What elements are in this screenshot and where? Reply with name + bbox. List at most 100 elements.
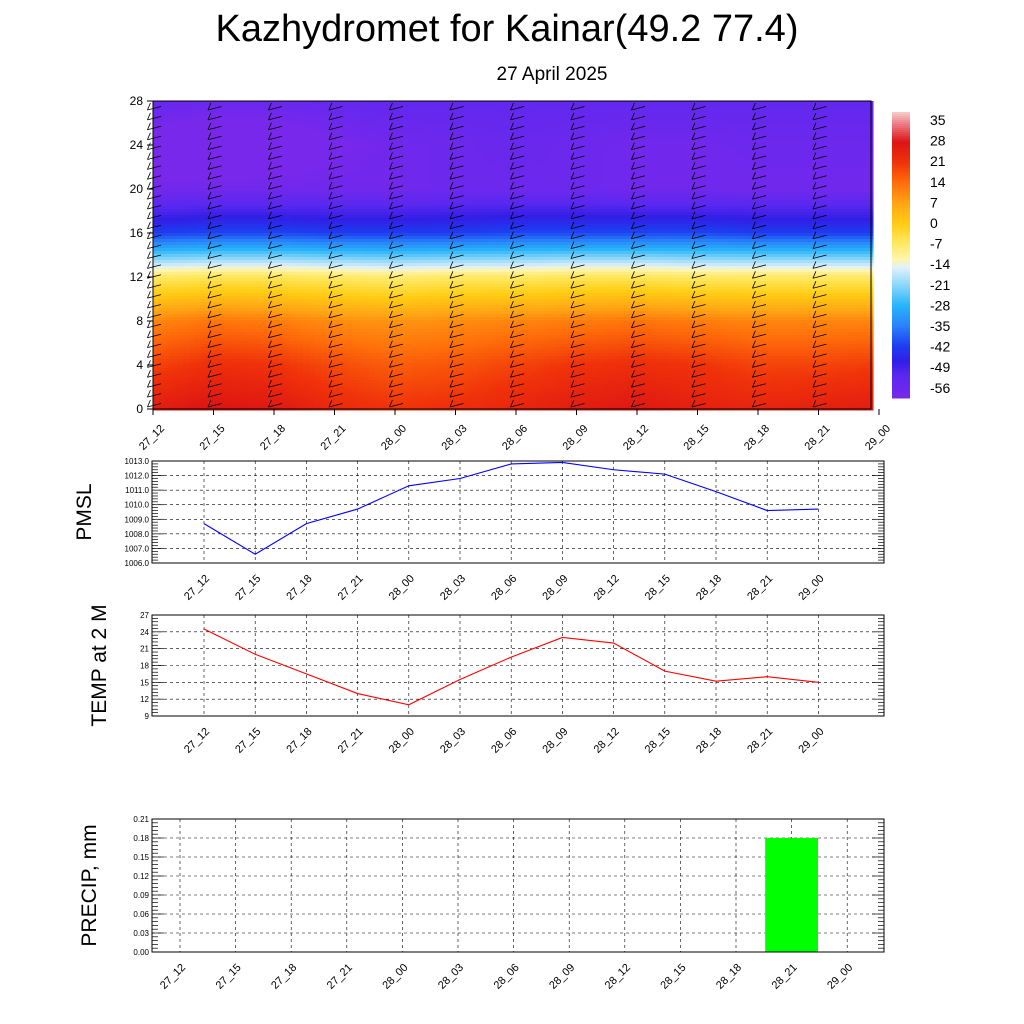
heatmap-cell: [165, 131, 172, 135]
heatmap-cell: [669, 119, 676, 123]
heatmap-cell: [363, 191, 370, 195]
heatmap-cell: [729, 152, 736, 156]
heatmap-cell: [717, 203, 724, 207]
heatmap-cell: [279, 122, 286, 126]
heatmap-cell: [459, 221, 466, 225]
heatmap-cell: [867, 146, 874, 150]
heatmap-cell: [801, 113, 808, 117]
heatmap-cell: [321, 221, 328, 225]
heatmap-cell: [309, 203, 316, 207]
heatmap-cell: [447, 191, 454, 195]
heatmap-cell: [177, 224, 184, 228]
heatmap-cell: [501, 209, 508, 213]
heatmap-cell: [513, 173, 520, 177]
heatmap-cell: [621, 176, 628, 180]
heatmap-cell: [297, 155, 304, 159]
heatmap-cell: [507, 179, 514, 183]
heatmap-cell: [423, 164, 430, 168]
heatmap-cell: [621, 104, 628, 108]
heatmap-cell: [603, 200, 610, 204]
heatmap-cell: [237, 116, 244, 120]
heatmap-cell: [171, 113, 178, 117]
heatmap-cell: [285, 149, 292, 153]
heatmap-cell: [615, 134, 622, 138]
heatmap-cell: [165, 134, 172, 138]
heatmap-cell: [669, 158, 676, 162]
heatmap-cell: [291, 152, 298, 156]
heatmap-cell: [561, 131, 568, 135]
heatmap-cell: [867, 125, 874, 129]
heatmap-cell: [747, 212, 754, 216]
heatmap-cell: [555, 182, 562, 186]
heatmap-cell: [153, 122, 160, 126]
heatmap-cell: [453, 113, 460, 117]
heatmap-cell: [543, 176, 550, 180]
heatmap-cell: [285, 116, 292, 120]
heatmap-cell: [243, 104, 250, 108]
heatmap-cell: [861, 143, 868, 147]
heatmap-cell: [309, 197, 316, 201]
heatmap-cell: [285, 185, 292, 189]
heatmap-cell: [363, 149, 370, 153]
heatmap-cell: [321, 182, 328, 186]
heatmap-cell: [345, 107, 352, 111]
heatmap-cell: [867, 110, 874, 114]
heatmap-cell: [435, 149, 442, 153]
heatmap-cell: [699, 107, 706, 111]
heatmap-cell: [567, 125, 574, 129]
heatmap-cell: [243, 137, 250, 141]
heatmap-cell: [405, 140, 412, 144]
heatmap-cell: [789, 140, 796, 144]
heatmap-cell: [195, 197, 202, 201]
heatmap-cell: [753, 188, 760, 192]
heatmap-cell: [303, 110, 310, 114]
heatmap-cell: [249, 113, 256, 117]
heatmap-cell: [561, 122, 568, 126]
heatmap-cell: [849, 110, 856, 114]
heatmap-cell: [375, 152, 382, 156]
heatmap-cell: [345, 203, 352, 207]
heatmap-cell: [705, 173, 712, 177]
heatmap-cell: [519, 134, 526, 138]
heatmap-cell: [789, 104, 796, 108]
heatmap-cell: [165, 161, 172, 165]
heatmap-cell: [849, 212, 856, 216]
heatmap-cell: [441, 176, 448, 180]
heatmap-cell: [225, 113, 232, 117]
heatmap-cell: [231, 170, 238, 174]
heatmap-cell: [465, 221, 472, 225]
heatmap-cell: [171, 137, 178, 141]
heatmap-cell: [669, 179, 676, 183]
heatmap-cell: [639, 194, 646, 198]
heatmap-cell: [411, 221, 418, 225]
heatmap-cell: [249, 188, 256, 192]
heatmap-cell: [603, 149, 610, 153]
heatmap-cell: [549, 140, 556, 144]
heatmap-cell: [267, 188, 274, 192]
heatmap-cell: [291, 113, 298, 117]
heatmap-cell: [417, 161, 424, 165]
heatmap-cell: [255, 113, 262, 117]
heatmap-cell: [243, 182, 250, 186]
heatmap-cell: [339, 176, 346, 180]
heatmap-cell: [585, 224, 592, 228]
heatmap-cell: [813, 197, 820, 201]
heatmap-cell: [351, 170, 358, 174]
heatmap-cell: [855, 137, 862, 141]
heatmap-cell: [321, 218, 328, 222]
heatmap-cell: [789, 176, 796, 180]
heatmap-cell: [351, 194, 358, 198]
heatmap-cell: [369, 194, 376, 198]
heatmap-cell: [591, 221, 598, 225]
heatmap-cell: [579, 188, 586, 192]
heatmap-cell: [249, 134, 256, 138]
heatmap-cell: [483, 155, 490, 159]
heatmap-cell: [621, 203, 628, 207]
heatmap-cell: [747, 110, 754, 114]
heatmap-cell: [531, 206, 538, 210]
heatmap-cell: [477, 107, 484, 111]
heatmap-cell: [441, 134, 448, 138]
heatmap-cell: [279, 194, 286, 198]
heatmap-cell: [525, 179, 532, 183]
heatmap-cell: [711, 218, 718, 222]
